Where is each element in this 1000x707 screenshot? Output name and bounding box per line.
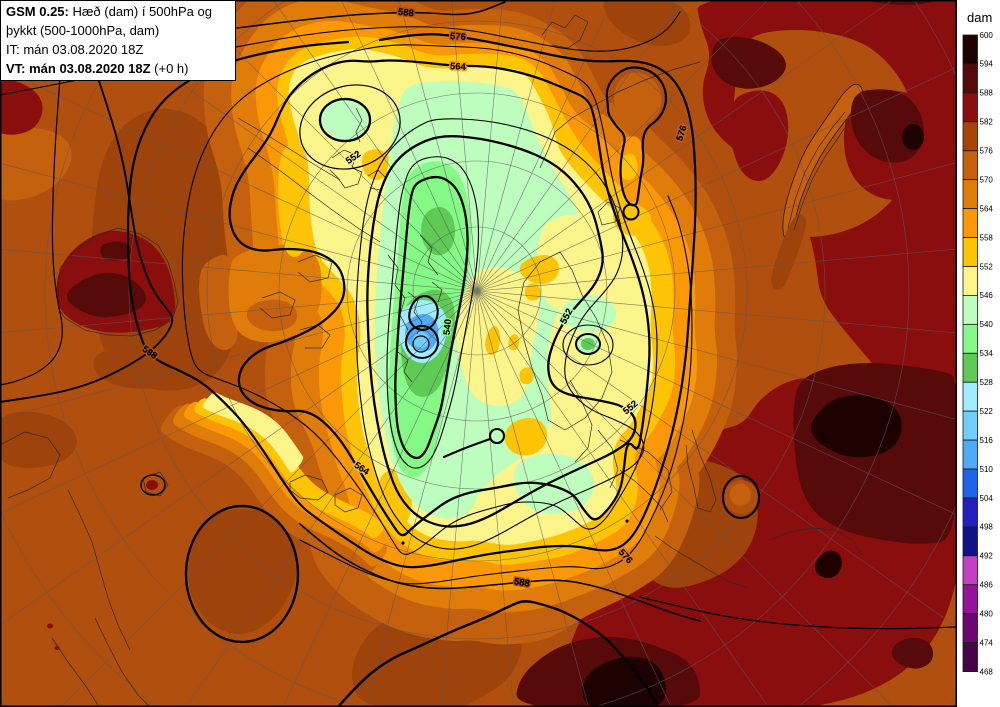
svg-text:576: 576 <box>450 31 467 43</box>
svg-text:600: 600 <box>980 31 994 40</box>
svg-text:564: 564 <box>450 61 467 73</box>
svg-text:540: 540 <box>442 319 454 336</box>
svg-text:510: 510 <box>980 465 994 474</box>
svg-text:540: 540 <box>980 320 994 329</box>
svg-text:480: 480 <box>980 610 994 619</box>
svg-text:504: 504 <box>980 494 994 503</box>
svg-text:486: 486 <box>980 581 994 590</box>
svg-text:570: 570 <box>980 175 994 184</box>
svg-text:528: 528 <box>980 378 994 387</box>
svg-text:516: 516 <box>980 436 994 445</box>
svg-text:474: 474 <box>980 638 994 647</box>
svg-text:564: 564 <box>450 61 467 73</box>
svg-text:576: 576 <box>450 31 467 43</box>
svg-text:576: 576 <box>980 147 994 156</box>
svg-text:576: 576 <box>674 124 689 142</box>
svg-text:564: 564 <box>980 204 994 213</box>
svg-text:546: 546 <box>980 291 994 300</box>
svg-text:588: 588 <box>513 576 531 590</box>
svg-text:582: 582 <box>980 118 994 127</box>
svg-text:522: 522 <box>980 407 994 416</box>
svg-text:492: 492 <box>980 552 994 561</box>
svg-text:552: 552 <box>980 262 994 271</box>
svg-text:468: 468 <box>980 667 994 676</box>
svg-text:588: 588 <box>397 7 414 20</box>
svg-text:588: 588 <box>513 576 531 590</box>
svg-text:498: 498 <box>980 523 994 532</box>
svg-text:588: 588 <box>980 89 994 98</box>
svg-text:dam: dam <box>967 10 992 25</box>
svg-text:540: 540 <box>442 319 454 336</box>
svg-text:534: 534 <box>980 349 994 358</box>
svg-text:588: 588 <box>397 7 414 20</box>
svg-text:558: 558 <box>980 233 994 242</box>
svg-text:594: 594 <box>980 60 994 69</box>
